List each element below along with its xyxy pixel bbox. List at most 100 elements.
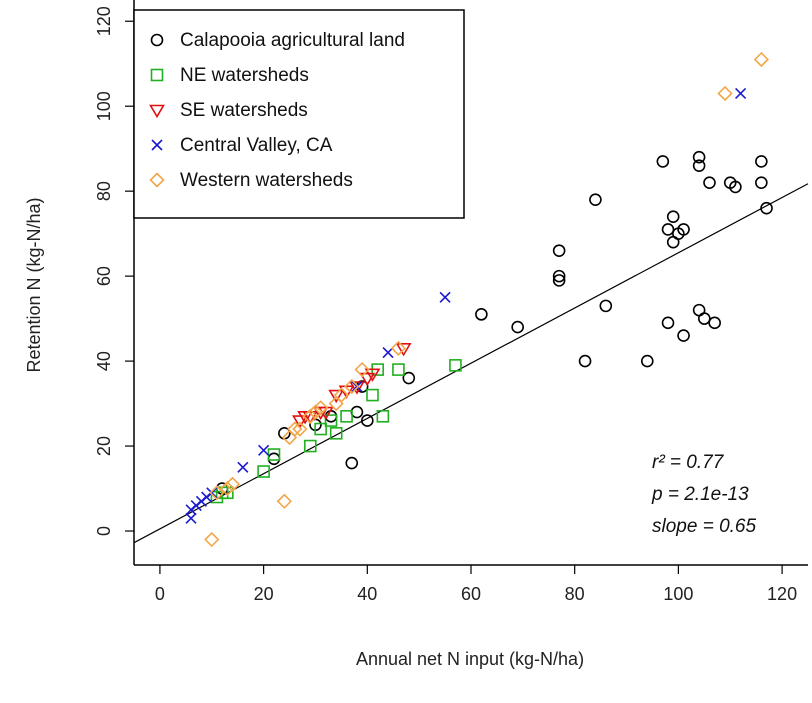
data-point	[703, 176, 716, 189]
data-point	[314, 422, 327, 436]
data-point	[402, 371, 416, 385]
data-point	[666, 210, 680, 223]
data-point	[760, 201, 773, 215]
data-point	[354, 361, 370, 378]
data-point	[361, 414, 374, 427]
p-value-label: p = 2.1e-13	[651, 484, 749, 505]
series-ne	[210, 359, 462, 504]
data-point	[276, 493, 292, 509]
x-axis-ticks: 0 20 40 60 80 100 120	[155, 565, 797, 604]
data-point	[439, 291, 451, 303]
data-point	[661, 316, 675, 330]
data-point	[449, 359, 462, 372]
slope-label: slope = 0.65	[652, 516, 756, 537]
legend: Calapooia agricultural land NE watersheds…	[133, 9, 465, 219]
legend-label: SE watersheds	[180, 100, 308, 121]
data-point	[656, 155, 670, 168]
y-tick-label: 120	[94, 6, 114, 36]
data-point	[395, 343, 412, 357]
data-point	[661, 223, 675, 236]
data-point	[698, 312, 711, 325]
data-point	[345, 456, 359, 470]
data-point	[313, 400, 329, 416]
y-tick-label: 0	[94, 526, 114, 536]
x-tick-label: 120	[767, 584, 797, 604]
data-point	[599, 299, 613, 313]
data-point	[677, 329, 690, 342]
x-tick-label: 40	[357, 584, 377, 604]
data-point	[206, 487, 218, 499]
data-point	[552, 244, 566, 257]
data-point	[382, 347, 394, 359]
data-point	[729, 180, 742, 194]
data-point	[349, 381, 365, 395]
x-tick-label: 20	[254, 584, 274, 604]
data-point	[755, 176, 768, 189]
data-point	[755, 155, 768, 168]
legend-marker	[150, 68, 164, 82]
legend-marker	[149, 104, 165, 119]
y-axis-label: Retention N (kg-N/ha)	[24, 197, 44, 372]
data-point	[359, 372, 376, 387]
data-point	[307, 404, 324, 420]
data-point	[340, 410, 353, 423]
data-point	[324, 414, 338, 427]
data-point	[692, 150, 706, 164]
r-squared-label: r² = 0.77	[652, 452, 725, 473]
data-point	[376, 410, 390, 423]
data-point	[258, 444, 270, 456]
data-point	[303, 439, 317, 453]
data-point	[292, 421, 308, 437]
data-point	[589, 193, 602, 206]
data-point	[219, 480, 235, 497]
data-point	[237, 461, 249, 473]
x-tick-label: 60	[461, 584, 481, 604]
legend-marker	[151, 139, 163, 151]
data-point	[302, 408, 318, 424]
legend-label: NE watersheds	[180, 65, 309, 86]
data-point	[552, 269, 566, 283]
y-tick-label: 20	[94, 436, 114, 456]
y-tick-label: 80	[94, 181, 114, 201]
data-point	[204, 531, 220, 548]
legend-items: Calapooia agricultural land NE watersheds…	[149, 30, 405, 191]
data-point	[351, 381, 363, 393]
data-point	[390, 340, 407, 356]
series-central	[185, 87, 747, 524]
data-point	[287, 421, 303, 437]
data-point	[221, 486, 234, 500]
data-point	[677, 223, 690, 236]
series-western	[204, 51, 769, 548]
data-point	[578, 354, 592, 368]
data-point	[708, 316, 721, 330]
x-tick-label: 0	[155, 584, 165, 604]
data-point	[692, 159, 706, 172]
data-point	[753, 51, 769, 68]
data-point	[292, 415, 308, 429]
data-point	[333, 387, 350, 403]
data-point	[185, 512, 197, 524]
y-tick-label: 100	[94, 91, 114, 121]
data-point	[511, 320, 524, 334]
regression-line	[133, 183, 809, 544]
data-point	[224, 476, 241, 492]
legend-marker	[149, 172, 165, 188]
y-tick-label: 60	[94, 266, 114, 286]
data-point	[735, 87, 747, 100]
data-point	[552, 274, 566, 287]
data-point	[366, 388, 379, 402]
legend-marker	[150, 33, 164, 47]
data-points	[185, 51, 773, 548]
legend-label: Western watersheds	[180, 170, 353, 191]
data-point	[717, 85, 733, 102]
x-tick-label: 100	[663, 584, 693, 604]
data-point	[475, 308, 488, 321]
legend-label: Calapooia agricultural land	[180, 30, 405, 51]
data-point	[640, 354, 654, 368]
data-point	[209, 485, 225, 501]
data-point	[328, 389, 345, 404]
data-point	[267, 452, 281, 466]
data-point	[364, 368, 381, 382]
data-point	[329, 427, 343, 440]
